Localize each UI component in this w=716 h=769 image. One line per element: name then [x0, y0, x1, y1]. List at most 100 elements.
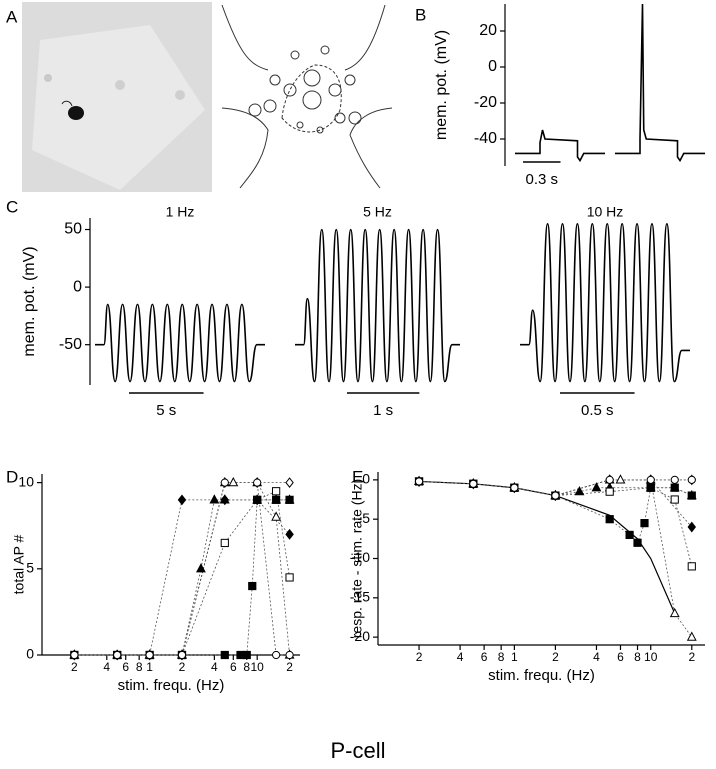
x-axis-label: stim. frequ. (Hz) [488, 667, 595, 684]
marker [625, 530, 634, 540]
cell [175, 90, 185, 100]
marker [220, 478, 229, 487]
x-tick-label: 6 [481, 650, 488, 664]
y-tick-label: 0 [73, 278, 82, 295]
fit-line [419, 480, 676, 614]
soma [248, 103, 262, 117]
connector [74, 490, 290, 656]
x-tick-label: 2 [179, 660, 186, 674]
x-tick-label: 8 [136, 660, 143, 674]
marker [209, 494, 220, 504]
trace-title: 10 Hz [587, 204, 624, 220]
marker [219, 494, 230, 504]
marker [285, 650, 294, 660]
marker [669, 607, 680, 618]
marker [687, 521, 697, 533]
marker [271, 511, 282, 521]
outline [221, 4, 393, 189]
ganglion-drawing [221, 4, 393, 189]
soma [303, 69, 321, 87]
x-tick-label: 1 [146, 660, 153, 674]
y-tick-label: -5 [358, 510, 371, 526]
y-tick-label: 20 [479, 22, 497, 39]
marker [285, 573, 294, 582]
marker [414, 477, 424, 486]
x-tick-label: 1 [511, 650, 518, 664]
voltage-trace [295, 228, 460, 383]
ganglion [32, 25, 205, 190]
panel-label: A [6, 7, 18, 26]
marker [195, 563, 206, 573]
marker [551, 491, 560, 500]
marker [70, 650, 79, 660]
voltage-trace [515, 129, 605, 163]
trace-title: 5 Hz [363, 204, 392, 220]
connector [74, 482, 290, 656]
marker [640, 519, 649, 528]
marker [591, 482, 602, 492]
soma [302, 90, 322, 110]
x-tick-label: 4 [211, 660, 218, 674]
scale-bar-label: 5 s [156, 402, 176, 419]
panel-label: B [415, 5, 426, 24]
panel-label: D [6, 467, 18, 486]
marker [469, 479, 478, 488]
marker [285, 495, 294, 504]
marker [242, 650, 251, 660]
x-tick-label: 2 [286, 660, 293, 674]
soma [316, 126, 324, 134]
marker [605, 487, 614, 496]
x-tick-label: 2 [71, 660, 78, 674]
marker [177, 494, 187, 506]
panel-label: E [352, 467, 363, 486]
y-tick-label: -10 [350, 549, 370, 565]
marker [646, 475, 655, 484]
y-tick-label: -40 [474, 130, 497, 147]
voltage-trace [615, 3, 705, 163]
connector [74, 482, 290, 656]
panel-label: C [6, 197, 18, 216]
marker [145, 650, 154, 660]
voltage-trace [520, 222, 690, 383]
marker [220, 650, 229, 660]
connector [74, 499, 290, 656]
marker [253, 495, 262, 504]
figure-title: P-cell [330, 738, 385, 763]
marker [670, 495, 679, 504]
marker [177, 650, 187, 660]
soma [263, 99, 277, 113]
y-axis-label: mem. pot. (mV) [433, 30, 450, 140]
marker [510, 483, 519, 492]
axon [61, 100, 73, 107]
y-axis-label: total AP # [11, 534, 27, 594]
x-tick-label: 8 [243, 660, 250, 674]
marker [670, 483, 679, 492]
marker [285, 528, 294, 540]
x-tick-label: 4 [103, 660, 110, 674]
marker [248, 581, 257, 591]
soma [320, 45, 330, 55]
marker [633, 538, 642, 547]
connector [74, 499, 290, 656]
marker [113, 650, 122, 660]
soma [348, 111, 362, 125]
y-tick-label: 50 [64, 221, 82, 238]
marker [272, 650, 281, 660]
y-tick-label: -20 [474, 94, 497, 111]
marker [605, 475, 614, 484]
marker [272, 487, 281, 496]
scale-bar-label: 0.3 s [525, 171, 558, 188]
micrograph [22, 2, 212, 192]
trace-title: 1 Hz [166, 204, 195, 220]
connector [74, 499, 290, 656]
marker [687, 491, 696, 500]
x-tick-label: 2 [552, 650, 559, 664]
neuropil [281, 64, 342, 133]
soma [334, 112, 346, 124]
x-tick-label: 10 [644, 650, 658, 664]
scale-bar-label: 1 s [373, 402, 393, 419]
soma [328, 83, 342, 97]
marker [686, 631, 697, 641]
x-tick-label: 8 [634, 650, 641, 664]
